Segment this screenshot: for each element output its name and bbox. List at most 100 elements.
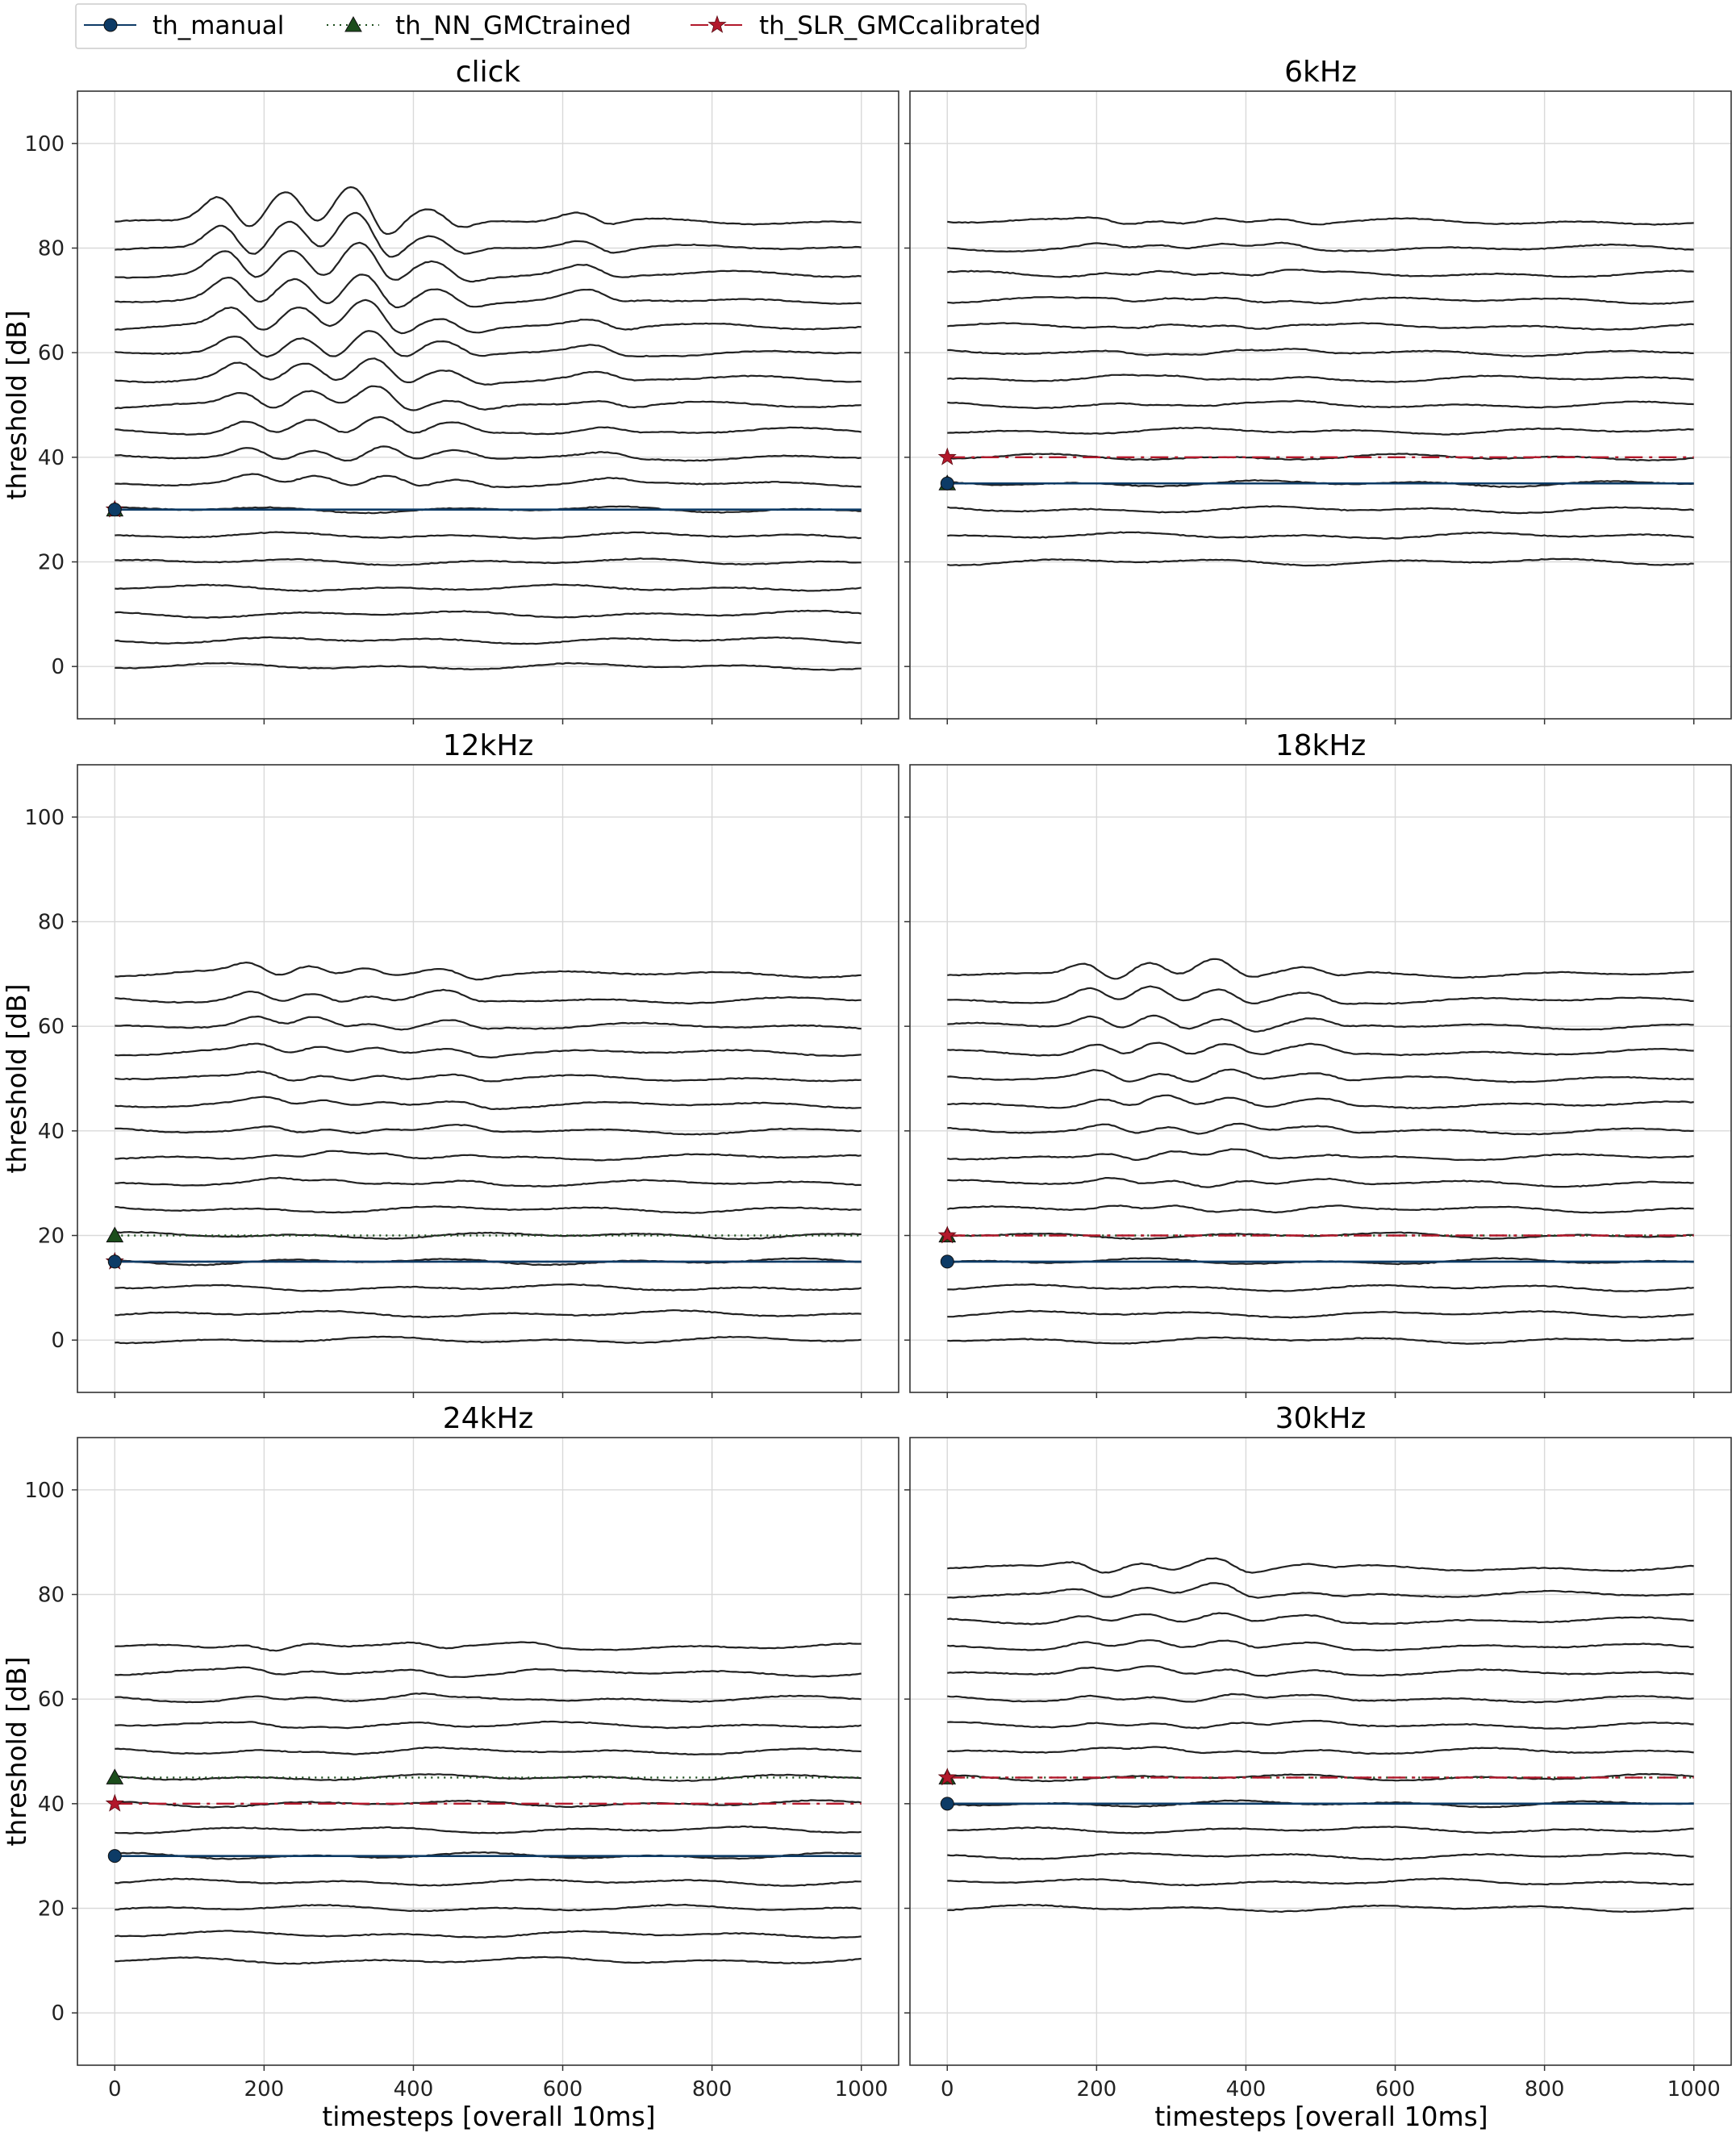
trace-70dB: [115, 1641, 862, 1652]
trace-55dB: [115, 1720, 862, 1730]
trace-60dB: [115, 1015, 862, 1031]
trace-40dB: [115, 1124, 862, 1136]
x-tick-label: 200: [1077, 2077, 1117, 2102]
y-axis-label: threshold [dB]: [1, 983, 32, 1173]
trace-85dB: [115, 186, 862, 236]
trace-70dB: [947, 296, 1694, 305]
panel-title: 30kHz: [1275, 1402, 1367, 1435]
y-tick-label: 80: [38, 1584, 65, 1608]
trace-55dB: [947, 1041, 1694, 1057]
grid: [77, 1438, 899, 2065]
trace-50dB: [947, 399, 1694, 410]
trace-35dB: [115, 473, 862, 489]
trace-55dB: [115, 357, 862, 386]
panel-frame: [909, 764, 1732, 1393]
threshold-marker-th_NN_GMCtrained: [106, 1226, 124, 1242]
trace-80dB: [947, 241, 1694, 253]
y-tick-label: 0: [51, 1329, 65, 1353]
panel-title: 12kHz: [443, 729, 534, 762]
x-tick-label: 600: [543, 2077, 583, 2102]
trace-45dB: [947, 1772, 1694, 1783]
legend-label-th_manual: th_manual: [152, 11, 284, 40]
trace-60dB: [947, 1014, 1694, 1033]
trace-40dB: [947, 1122, 1694, 1136]
trace-30dB: [947, 505, 1694, 515]
trace-10dB: [947, 1283, 1694, 1292]
y-tick-label: 20: [38, 1897, 65, 1922]
trace-10dB: [115, 1283, 862, 1292]
trace-55dB: [115, 1042, 862, 1058]
x-tick-label: 800: [1525, 2077, 1565, 2102]
trace-60dB: [947, 348, 1694, 357]
threshold-marker-th_manual: [940, 1254, 954, 1269]
trace-10dB: [115, 1955, 862, 1965]
legend: th_manual th_NN_GMCtrained th_SLR_GMCcalib…: [75, 3, 1041, 49]
trace-45dB: [947, 427, 1694, 436]
threshold-marker-th_manual: [940, 476, 954, 490]
trace-75dB: [947, 1612, 1694, 1626]
y-tick-label: 80: [38, 911, 65, 935]
threshold-marker-th_SLR_GMCcalibrated: [105, 1793, 124, 1812]
trace-70dB: [115, 273, 862, 309]
trace-20dB: [947, 557, 1694, 567]
trace-5dB: [115, 636, 862, 645]
trace-65dB: [947, 1665, 1694, 1677]
x-tick-label: 1000: [1667, 2077, 1721, 2102]
threshold-marker-th_SLR_GMCcalibrated: [937, 447, 957, 465]
trace-0dB: [115, 1335, 862, 1345]
plot-area: [937, 216, 1694, 567]
trace-45dB: [115, 1096, 862, 1110]
y-tick-label: 40: [38, 1793, 65, 1817]
x-tick-label: 0: [108, 2077, 122, 2102]
trace-50dB: [947, 1068, 1694, 1083]
panel-frame: [909, 1437, 1732, 2066]
trace-40dB: [115, 445, 862, 462]
axis-labels: threshold [dB] threshold [dB] threshold [d…: [1, 310, 1488, 2132]
x-tick-label: 400: [1226, 2077, 1267, 2102]
trace-70dB: [947, 1639, 1694, 1651]
trace-15dB: [115, 583, 862, 592]
panel-title: 24kHz: [443, 1402, 534, 1435]
x-tick-label: 400: [394, 2077, 434, 2102]
legend-marker-th_manual: [103, 18, 118, 32]
y-tick-label: 60: [38, 1015, 65, 1039]
legend-marker-th_SLR_GMCcalibrated: [707, 15, 727, 33]
trace-30dB: [115, 1176, 862, 1187]
trace-20dB: [947, 1904, 1694, 1914]
trace-70dB: [115, 962, 862, 981]
threshold-marker-th_manual: [107, 1849, 122, 1864]
x-tick-label: 200: [244, 2077, 285, 2102]
trace-35dB: [115, 1150, 862, 1162]
y-axis-label: threshold [dB]: [1, 310, 32, 499]
trace-50dB: [115, 385, 862, 411]
threshold-marker-th_manual: [107, 1254, 122, 1269]
x-tick-label: 0: [941, 2077, 954, 2102]
trace-60dB: [947, 1692, 1694, 1704]
trace-45dB: [115, 1773, 862, 1782]
trace-25dB: [946, 1204, 1694, 1214]
y-tick-label: 20: [38, 1225, 65, 1249]
legend-box: [75, 3, 1027, 49]
panels: click 0 20 40 60 80 100 6kHz 12kHz 0 20 40 60 80 100 18…: [24, 56, 1732, 2102]
x-axis-label: timesteps [overall 10ms]: [1154, 2101, 1488, 2132]
trace-60dB: [115, 330, 862, 358]
trace-20dB: [115, 1903, 862, 1913]
trace-0dB: [947, 1336, 1694, 1345]
plot-area: [937, 958, 1694, 1345]
trace-55dB: [947, 1719, 1694, 1730]
trace-80dB: [947, 1582, 1694, 1599]
y-tick-label: 60: [38, 341, 65, 365]
trace-85dB: [947, 1557, 1694, 1574]
grid: [910, 91, 1731, 719]
trace-25dB: [115, 531, 862, 540]
y-tick-label: 100: [24, 806, 65, 830]
plot-area: [105, 962, 862, 1345]
y-tick-label: 40: [38, 446, 65, 470]
y-tick-label: 0: [51, 655, 65, 679]
trace-80dB: [115, 211, 862, 258]
y-axis-label: threshold [dB]: [1, 1656, 32, 1846]
panel-6kHz: 6kHz: [904, 56, 1732, 724]
trace-30dB: [947, 1852, 1694, 1861]
threshold-marker-th_SLR_GMCcalibrated: [937, 1768, 957, 1786]
panel-title: 6kHz: [1284, 56, 1357, 89]
